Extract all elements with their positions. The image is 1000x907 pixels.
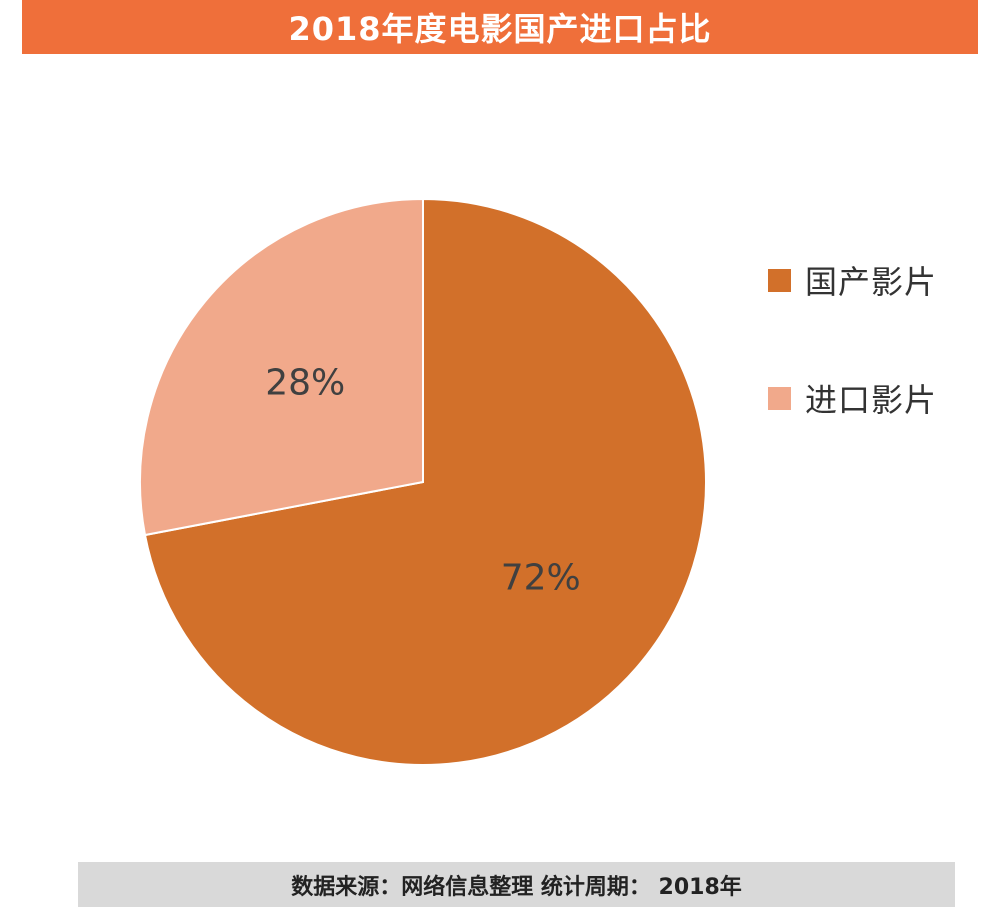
legend-label-domestic: 国产影片 — [805, 263, 938, 301]
slice-label-imported: 28% — [265, 363, 345, 404]
legend: 国产影片 进口影片 — [768, 258, 937, 494]
pie-slice-labels: 72% 28% — [265, 363, 581, 599]
data-source-footer: 数据来源：网络信息整理 统计周期： 2018年 — [78, 862, 955, 907]
slice-label-domestic: 72% — [501, 557, 581, 598]
legend-swatch-domestic — [768, 268, 791, 292]
pie-slice-imported — [139, 197, 424, 537]
legend-swatch-imported — [768, 386, 791, 410]
pie-slice-domestic — [143, 197, 707, 766]
chart-title-bar: 2018年度电影国产进口占比 — [22, 0, 978, 54]
chart-title: 2018年度电影国产进口占比 — [288, 10, 712, 48]
data-source-text: 数据来源：网络信息整理 统计周期： 2018年 — [291, 874, 742, 900]
pie-slices — [139, 197, 707, 766]
legend-item-imported: 进口影片 — [768, 376, 937, 420]
legend-label-imported: 进口影片 — [805, 381, 938, 419]
legend-item-domestic: 国产影片 — [768, 258, 937, 302]
